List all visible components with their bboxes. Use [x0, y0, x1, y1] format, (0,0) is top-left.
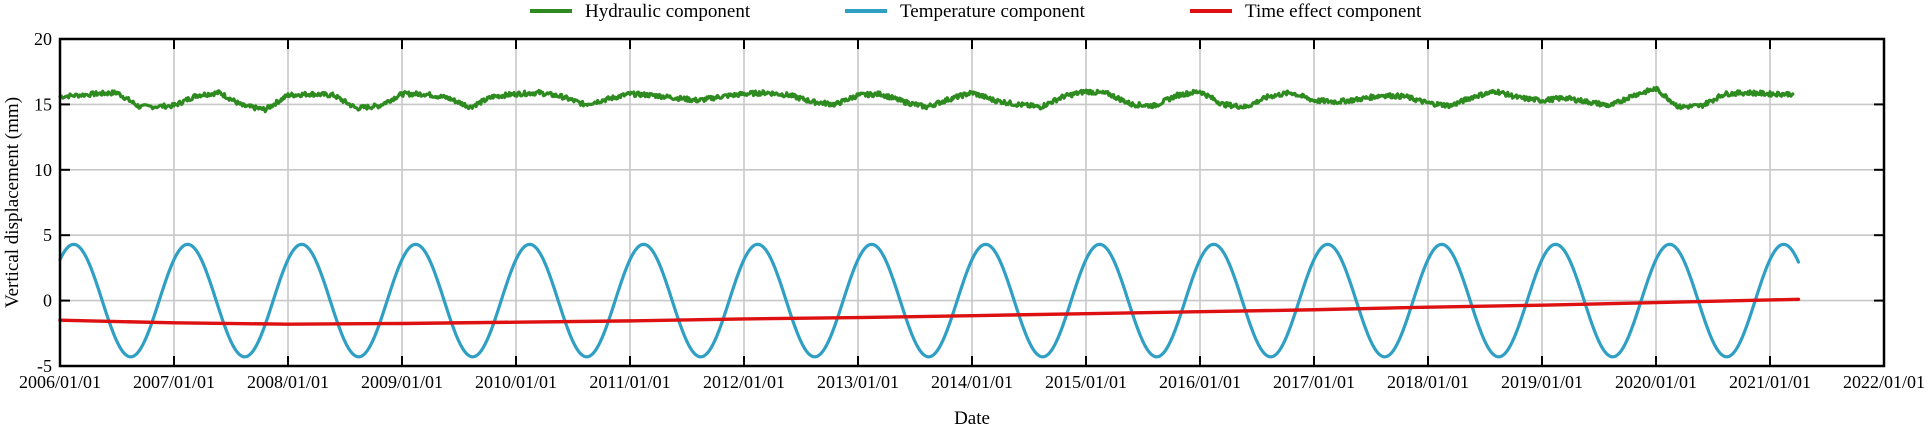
x-tick-label: 2015/01/01 [1045, 372, 1127, 392]
time-effect-series-line [58, 297, 1801, 326]
legend-label: Temperature component [900, 1, 1086, 22]
y-tick-label: 20 [34, 29, 52, 49]
legend-label: Hydraulic component [585, 1, 751, 22]
x-tick-label: 2021/01/01 [1729, 372, 1811, 392]
y-tick-label: 0 [43, 291, 52, 311]
x-tick-label: 2013/01/01 [817, 372, 899, 392]
axis-ticks [59, 38, 1885, 367]
x-tick-label: 2007/01/01 [133, 372, 215, 392]
x-tick-label: 2022/01/01 [1843, 372, 1925, 392]
x-tick-label: 2019/01/01 [1501, 372, 1583, 392]
y-tick-label: -5 [37, 356, 52, 376]
y-tick-labels: -5 0 5 10 15 20 [34, 29, 52, 376]
legend: Hydraulic component Temperature component… [530, 1, 1422, 22]
x-tick-label: 2009/01/01 [361, 372, 443, 392]
x-tick-label: 2020/01/01 [1615, 372, 1697, 392]
x-tick-label: 2017/01/01 [1273, 372, 1355, 392]
series-lines [58, 85, 1801, 359]
y-axis-title: Vertical displacement (mm) [2, 97, 23, 308]
y-tick-label: 10 [34, 160, 52, 180]
y-tick-label: 5 [43, 225, 52, 245]
x-tick-label: 2010/01/01 [475, 372, 557, 392]
x-tick-labels: 2006/01/01 2007/01/01 2008/01/01 2009/01/01… [19, 372, 1925, 392]
hydraulic-series-line [58, 85, 1795, 114]
y-tick-label: 15 [34, 94, 52, 114]
temperature-series-line [58, 242, 1801, 359]
x-tick-label: 2012/01/01 [703, 372, 785, 392]
x-axis-title: Date [954, 408, 990, 429]
x-tick-label: 2018/01/01 [1387, 372, 1469, 392]
x-tick-label: 2006/01/01 [19, 372, 101, 392]
legend-label: Time effect component [1245, 1, 1422, 22]
x-tick-label: 2016/01/01 [1159, 372, 1241, 392]
x-tick-label: 2011/01/01 [589, 372, 670, 392]
x-tick-label: 2008/01/01 [247, 372, 329, 392]
x-tick-label: 2014/01/01 [931, 372, 1013, 392]
